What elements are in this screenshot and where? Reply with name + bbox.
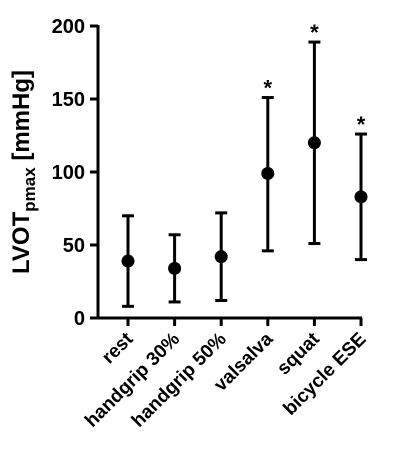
- plot-marks: * * *: [121, 20, 368, 308]
- y-axis: 0 50 100 150 200: [52, 16, 100, 330]
- significance-marker: *: [357, 112, 366, 137]
- y-tick-label: 200: [52, 16, 85, 38]
- data-point: [307, 136, 321, 150]
- y-tick-label: 0: [74, 308, 85, 330]
- y-tick-label: 50: [63, 235, 85, 257]
- y-tick-label: 100: [52, 162, 85, 184]
- x-tick-label: rest: [98, 328, 138, 368]
- y-axis-label-subscript: pmax: [20, 167, 39, 212]
- significance-marker: *: [264, 76, 273, 101]
- data-point: [261, 166, 275, 180]
- data-point: [354, 190, 368, 204]
- y-axis-label: LVOTpmax [mmHg]: [8, 70, 39, 274]
- data-point: [121, 254, 135, 268]
- y-axis-label-main: LVOT: [8, 211, 35, 274]
- y-tick-label: 150: [52, 89, 85, 111]
- significance-marker: *: [310, 20, 319, 45]
- data-point: [214, 250, 228, 264]
- y-axis-label-unit: [mmHg]: [8, 70, 35, 167]
- data-point: [168, 261, 182, 275]
